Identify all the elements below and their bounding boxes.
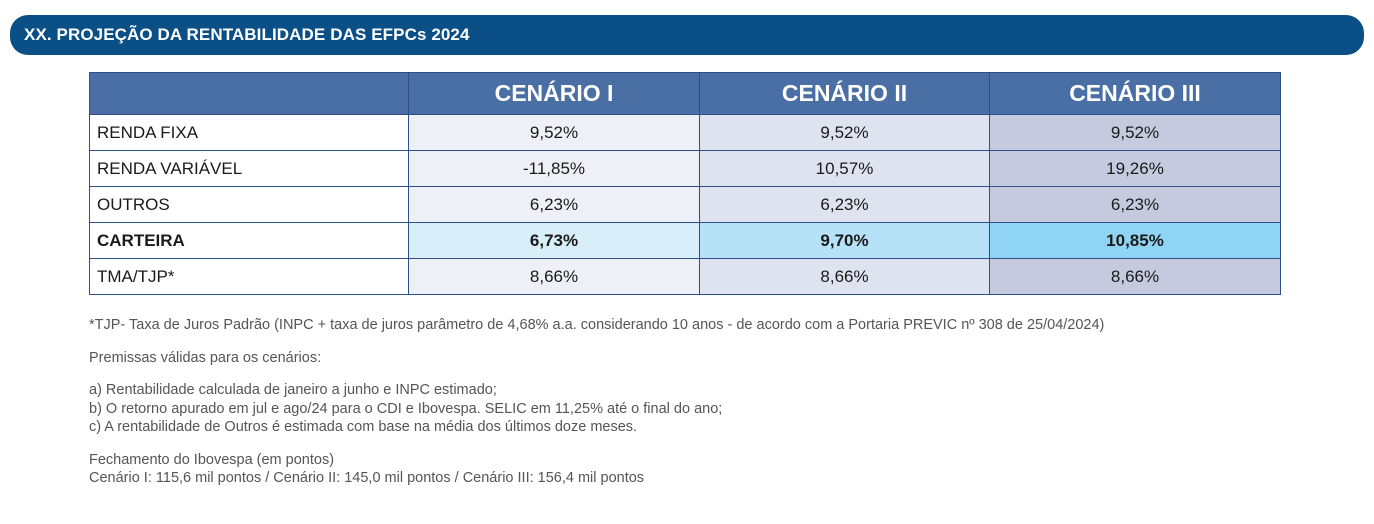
row-label: TMA/TJP* bbox=[89, 258, 409, 295]
header-corner-cell bbox=[89, 72, 409, 115]
cell-value: 9,52% bbox=[408, 114, 700, 151]
footnote-text: *TJP- Taxa de Juros Padrão (INPC + taxa … bbox=[89, 317, 1105, 333]
cell-value: 6,23% bbox=[989, 186, 1281, 223]
table-header-row: CENÁRIO I CENÁRIO II CENÁRIO III bbox=[89, 72, 1281, 115]
section-header: XX. PROJEÇÃO DA RENTABILIDADE DAS EFPCs … bbox=[10, 15, 1364, 55]
cell-value: 8,66% bbox=[989, 258, 1281, 295]
table-row-outros: OUTROS 6,23% 6,23% 6,23% bbox=[89, 186, 1281, 223]
column-header-scenario-1: CENÁRIO I bbox=[408, 72, 700, 115]
projection-table: CENÁRIO I CENÁRIO II CENÁRIO III RENDA F… bbox=[89, 72, 1281, 295]
premise-item: a) Rentabilidade calculada de janeiro a … bbox=[89, 382, 497, 398]
cell-value: 8,66% bbox=[408, 258, 700, 295]
notes-section: *TJP- Taxa de Juros Padrão (INPC + taxa … bbox=[89, 316, 1339, 488]
section-title: XX. PROJEÇÃO DA RENTABILIDADE DAS EFPCs … bbox=[24, 25, 470, 44]
cell-value: 6,23% bbox=[699, 186, 990, 223]
row-label: RENDA FIXA bbox=[89, 114, 409, 151]
cell-value: -11,85% bbox=[408, 150, 700, 187]
cell-value: 10,57% bbox=[699, 150, 990, 187]
ibovespa-values: Cenário I: 115,6 mil pontos / Cenário II… bbox=[89, 470, 645, 486]
cell-value: 9,52% bbox=[699, 114, 990, 151]
table-row-renda-fixa: RENDA FIXA 9,52% 9,52% 9,52% bbox=[89, 114, 1281, 151]
table-row-renda-variavel: RENDA VARIÁVEL -11,85% 10,57% 19,26% bbox=[89, 150, 1281, 187]
ibovespa-title: Fechamento do Ibovespa (em pontos) bbox=[89, 451, 335, 468]
table-row-tma-tjp: TMA/TJP* 8,66% 8,66% 8,66% bbox=[89, 258, 1281, 295]
premise-item: b) O retorno apurado em jul e ago/24 par… bbox=[89, 400, 723, 417]
premises-title: Premissas válidas para os cenários: bbox=[89, 349, 322, 366]
row-label: OUTROS bbox=[89, 186, 409, 223]
cell-value: 9,52% bbox=[989, 114, 1281, 151]
column-header-scenario-2: CENÁRIO II bbox=[699, 72, 990, 115]
cell-value: 19,26% bbox=[989, 150, 1281, 187]
table-row-carteira: CARTEIRA 6,73% 9,70% 10,85% bbox=[89, 222, 1281, 259]
row-label: RENDA VARIÁVEL bbox=[89, 150, 409, 187]
cell-value: 6,23% bbox=[408, 186, 700, 223]
cell-value: 9,70% bbox=[699, 222, 990, 259]
row-label: CARTEIRA bbox=[89, 222, 409, 259]
cell-value: 6,73% bbox=[408, 222, 700, 259]
cell-value: 10,85% bbox=[989, 222, 1281, 259]
premise-item: c) A rentabilidade de Outros é estimada … bbox=[89, 419, 638, 435]
column-header-scenario-3: CENÁRIO III bbox=[989, 72, 1281, 115]
cell-value: 8,66% bbox=[699, 258, 990, 295]
